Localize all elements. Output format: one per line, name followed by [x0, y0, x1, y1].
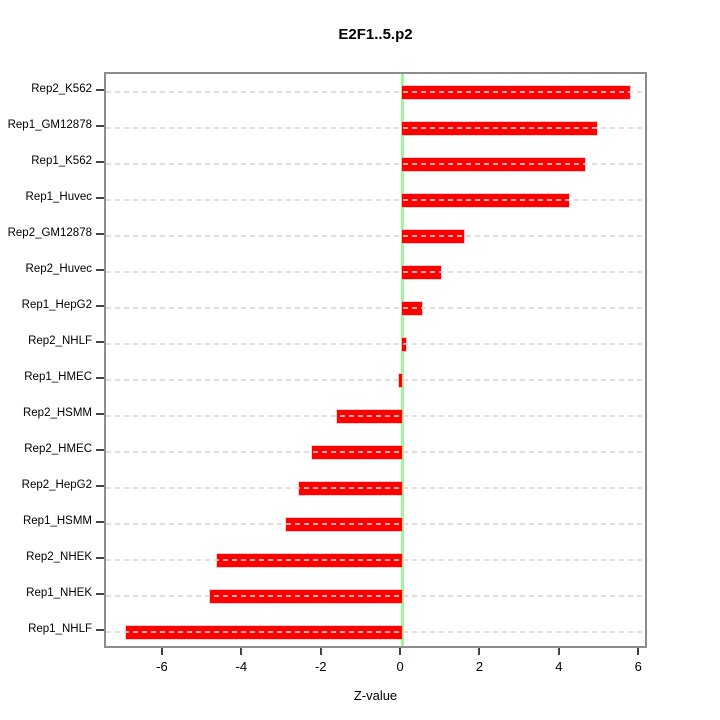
grid-line [106, 271, 645, 273]
grid-line [106, 595, 645, 597]
y-axis-tick [96, 341, 104, 343]
grid-line [106, 415, 645, 417]
y-axis-tick [96, 197, 104, 199]
y-axis-tick [96, 557, 104, 559]
y-axis-label: Rep1_HMEC [24, 371, 92, 383]
grid-line [106, 163, 645, 165]
x-axis-tick [478, 648, 481, 655]
y-axis-label: Rep2_NHEK [26, 551, 92, 563]
plot-area [104, 72, 647, 648]
x-axis-tick-label: 0 [396, 659, 404, 674]
y-axis-tick [96, 125, 104, 127]
y-axis-tick [96, 449, 104, 451]
y-axis-label: Rep1_Huvec [25, 191, 92, 203]
grid-line [106, 451, 645, 453]
y-axis-label: Rep2_NHLF [28, 335, 92, 347]
grid-line [106, 343, 645, 345]
x-axis-tick-label: 2 [475, 659, 484, 674]
x-axis-tick-label: 6 [634, 659, 642, 674]
y-axis-label: Rep2_Huvec [25, 263, 92, 275]
y-axis-tick [96, 269, 104, 271]
x-axis-tick-label: 4 [555, 659, 563, 674]
y-axis-tick [96, 305, 104, 307]
y-axis-label: Rep2_HepG2 [21, 479, 92, 491]
y-axis-label: Rep1_HSMM [22, 515, 92, 527]
x-axis-title: Z-value [353, 688, 398, 703]
grid-line [106, 631, 645, 633]
y-axis-label: Rep1_NHEK [26, 587, 92, 599]
y-axis-label: Rep2_HMEC [24, 443, 92, 455]
grid-line [106, 199, 645, 201]
zero-reference-line [400, 74, 404, 646]
y-axis-label: Rep1_GM12878 [7, 119, 92, 131]
y-axis-tick [96, 377, 104, 379]
y-axis-label: Rep1_NHLF [28, 623, 92, 635]
x-axis-tick-label: -2 [314, 659, 327, 674]
grid-line [106, 523, 645, 525]
x-axis-tick [319, 648, 322, 655]
x-axis-tick [240, 648, 243, 655]
y-axis-label: Rep1_K562 [31, 155, 92, 167]
grid-line [106, 379, 645, 381]
grid-line [106, 127, 645, 129]
y-axis-tick [96, 413, 104, 415]
y-axis-tick [96, 521, 104, 523]
y-axis-label: Rep1_HepG2 [21, 299, 92, 311]
y-axis-tick [96, 629, 104, 631]
y-axis-tick [96, 233, 104, 235]
x-axis-tick-label: -6 [156, 659, 168, 674]
y-axis-label: Rep2_HSMM [22, 407, 92, 419]
x-axis-tick-label: -4 [235, 659, 248, 674]
x-axis-tick [160, 648, 163, 655]
y-axis-tick [96, 161, 104, 163]
x-axis-tick [557, 648, 560, 655]
y-axis-label: Rep2_GM12878 [7, 227, 92, 239]
grid-line [106, 91, 645, 93]
grid-line [106, 235, 645, 237]
grid-line [106, 559, 645, 561]
chart-title: E2F1..5.p2 [338, 26, 413, 43]
y-axis-label: Rep2_K562 [31, 83, 92, 95]
y-axis-tick [96, 89, 104, 91]
grid-line [106, 307, 645, 309]
grid-line [106, 487, 645, 489]
x-axis-tick [637, 648, 640, 655]
x-axis-tick [399, 648, 402, 655]
y-axis-tick [96, 593, 104, 595]
y-axis-tick [96, 485, 104, 487]
